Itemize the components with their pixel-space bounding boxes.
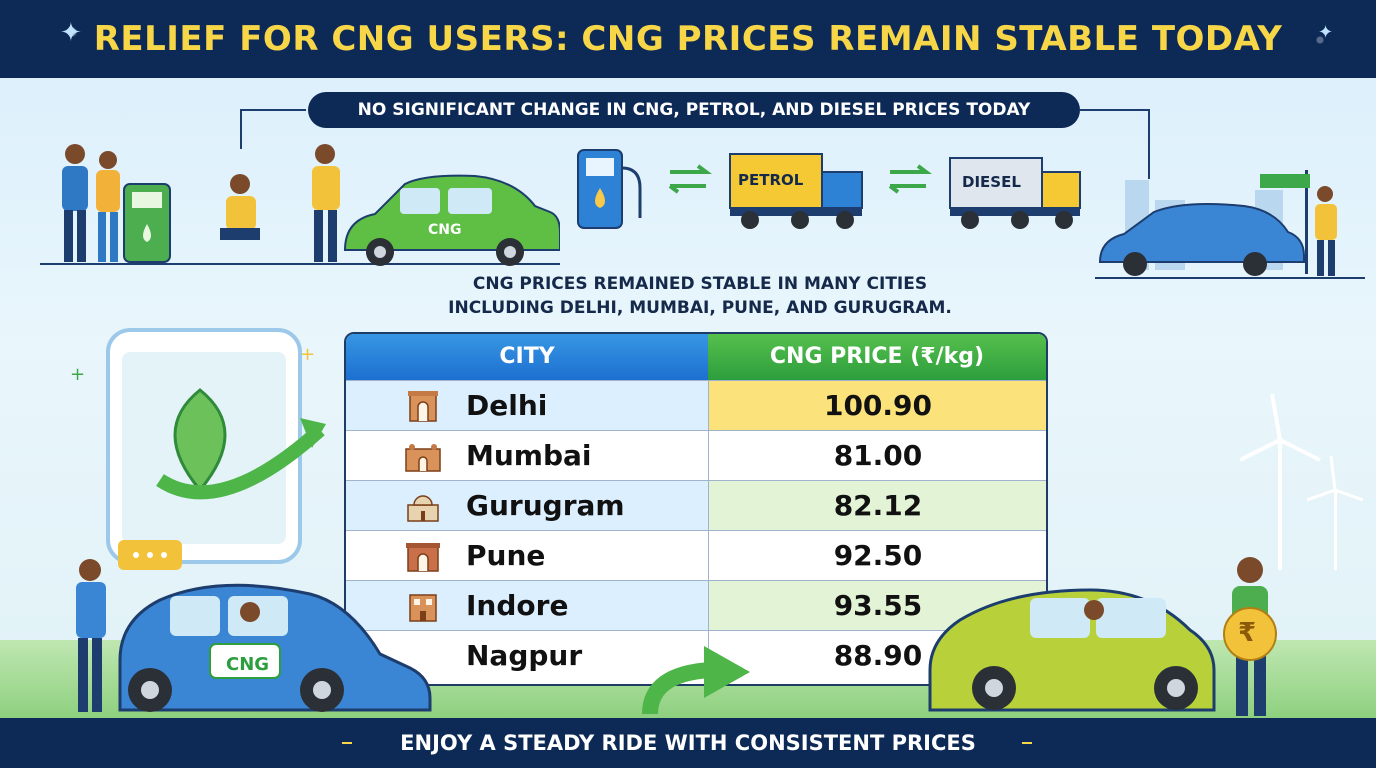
stability-note: CNG PRICES REMAINED STABLE IN MANY CITIE…	[380, 272, 1020, 320]
city-cell: Delhi	[346, 381, 708, 431]
column-header-city: CITY	[346, 334, 708, 380]
table-row: Pune 92.50	[346, 530, 1046, 581]
shaniwar-wada-icon	[406, 543, 440, 572]
city-name: Delhi	[466, 389, 548, 422]
city-cell: Pune	[346, 531, 708, 581]
phone-leaf-illustration: + +	[70, 328, 326, 564]
cng-price-table: CITY CNG PRICE (₹/kg) Delhi 100.90 Mumba…	[344, 332, 1048, 686]
table-row: Indore 93.55	[346, 580, 1046, 631]
footer-decoration	[342, 742, 352, 744]
price-cell: 81.00	[708, 431, 1046, 481]
table-row: Gurugram 82.12	[346, 480, 1046, 531]
column-header-price: CNG PRICE (₹/kg)	[708, 334, 1046, 380]
footer-tagline: ENJOY A STEADY RIDE WITH CONSISTENT PRIC…	[400, 731, 976, 755]
subtitle-pill: NO SIGNIFICANT CHANGE IN CNG, PETROL, AN…	[308, 92, 1080, 128]
sparkle-icon: ✦	[60, 18, 82, 48]
rajwada-palace-icon	[409, 594, 437, 622]
sparkle-icon: ✦	[1318, 22, 1334, 43]
stability-note-line1: CNG PRICES REMAINED STABLE IN MANY CITIE…	[472, 274, 928, 294]
green-arrow-icon	[642, 646, 750, 715]
rupee-icon: ₹	[1238, 618, 1257, 648]
wind-turbines-illustration	[1240, 393, 1364, 570]
city-cell: Gurugram	[346, 481, 708, 531]
truck-petrol-label: PETROL	[738, 171, 804, 189]
city-name: Indore	[466, 589, 569, 622]
city-cell: Indore	[346, 581, 708, 631]
table-row: Delhi 100.90	[346, 380, 1046, 431]
fueling-scene-illustration	[40, 144, 560, 266]
svg-text:+: +	[300, 344, 315, 365]
monument-dome-icon	[407, 495, 439, 522]
connector-line	[1148, 109, 1150, 179]
svg-text:+: +	[70, 364, 85, 385]
city-name: Nagpur	[466, 639, 583, 672]
city-name: Mumbai	[466, 439, 592, 472]
man-with-money-bag-illustration	[1223, 557, 1277, 716]
connector-line	[240, 109, 306, 111]
city-cell: Nagpur	[346, 631, 708, 681]
footer-banner: ENJOY A STEADY RIDE WITH CONSISTENT PRIC…	[0, 718, 1376, 768]
car-cng-label-bottom: CNG	[226, 654, 270, 675]
connector-line	[1080, 109, 1150, 111]
price-cell: 82.12	[708, 481, 1046, 531]
car-cng-label: CNG	[428, 222, 462, 238]
stability-note-line2: INCLUDING DELHI, MUMBAI, PUNE, AND GURUG…	[448, 298, 952, 318]
city-name: Gurugram	[466, 489, 625, 522]
truck-diesel-label: DIESEL	[962, 173, 1021, 191]
footer-decoration	[1022, 742, 1032, 744]
title-banner: ✦ ✦ RELIEF FOR CNG USERS: CNG PRICES REM…	[0, 0, 1376, 78]
price-cell: 100.90	[708, 381, 1046, 431]
city-cell: Mumbai	[346, 431, 708, 481]
price-cell: 93.55	[708, 581, 1046, 631]
connector-line	[240, 109, 242, 149]
city-name: Pune	[466, 539, 546, 572]
table-row: Nagpur 88.90	[346, 630, 1046, 681]
table-row: Mumbai 81.00	[346, 430, 1046, 481]
gateway-of-india-icon	[405, 444, 441, 472]
price-cell: 92.50	[708, 531, 1046, 581]
fuel-trucks-illustration	[577, 149, 1081, 229]
page-title: RELIEF FOR CNG USERS: CNG PRICES REMAIN …	[93, 19, 1283, 59]
blue-car-scene-illustration	[1095, 170, 1365, 279]
blue-cng-car-illustration	[76, 540, 432, 712]
yellow-car-illustration	[928, 588, 1216, 712]
india-gate-icon	[408, 391, 438, 422]
